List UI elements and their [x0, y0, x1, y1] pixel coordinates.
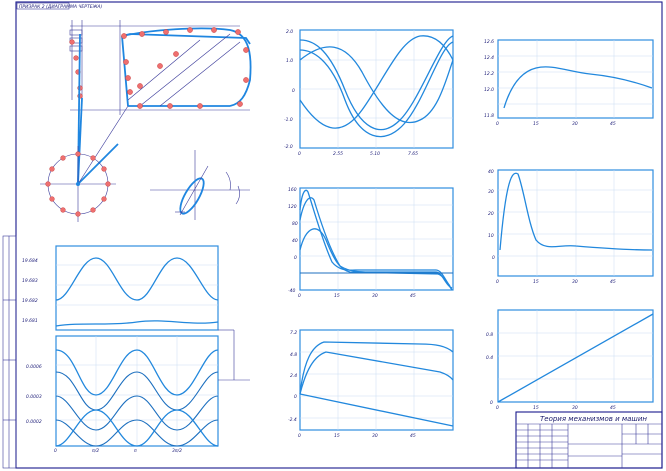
svg-text:0.0002: 0.0002	[26, 419, 42, 425]
svg-text:15: 15	[533, 405, 539, 411]
title-block: Теория механизмов и машин	[515, 411, 663, 469]
svg-text:19.684: 19.684	[22, 258, 38, 264]
chart-bottom-middle: 7.2 4.8 2.4 0 -2.4 0 15 30 45	[288, 329, 454, 439]
sheet-outer-frame	[15, 1, 663, 469]
svg-text:12.6: 12.6	[484, 39, 494, 45]
svg-text:-1.0: -1.0	[284, 117, 293, 123]
chart-top-right: 12.6 12.4 12.2 12.0 11.8 0 15 30 45	[484, 39, 654, 127]
svg-text:120: 120	[288, 204, 297, 210]
svg-text:12.4: 12.4	[484, 55, 494, 61]
svg-text:0.8: 0.8	[486, 332, 493, 338]
svg-text:11.8: 11.8	[484, 113, 494, 119]
svg-text:30: 30	[372, 433, 378, 439]
binding-strip	[2, 235, 17, 469]
svg-text:0: 0	[294, 255, 297, 261]
svg-text:45: 45	[610, 405, 616, 411]
svg-text:0: 0	[298, 151, 301, 157]
svg-text:4.8: 4.8	[290, 352, 297, 358]
svg-text:5.10: 5.10	[370, 151, 380, 157]
svg-text:0: 0	[490, 400, 493, 406]
svg-text:0: 0	[298, 293, 301, 299]
svg-text:30: 30	[572, 121, 578, 127]
svg-text:15: 15	[533, 121, 539, 127]
top-left-note-box	[16, 2, 70, 10]
svg-text:15: 15	[334, 433, 340, 439]
svg-text:80: 80	[292, 221, 298, 227]
svg-text:45: 45	[410, 433, 416, 439]
svg-text:30: 30	[572, 279, 578, 285]
svg-text:π/2: π/2	[92, 448, 99, 454]
svg-text:-2.4: -2.4	[288, 417, 297, 423]
svg-text:19.683: 19.683	[22, 278, 38, 284]
svg-text:-40: -40	[288, 288, 295, 294]
svg-text:0.0003: 0.0003	[26, 394, 42, 400]
svg-text:0: 0	[492, 255, 495, 261]
svg-text:45: 45	[610, 121, 616, 127]
svg-text:12.2: 12.2	[484, 71, 494, 77]
svg-text:7.65: 7.65	[408, 151, 418, 157]
svg-text:0.4: 0.4	[486, 355, 493, 361]
top-left-note: ПРИЗРАК 2 (ДИАГРАММА ЧЕРТЕЖА)	[19, 4, 103, 10]
svg-text:20: 20	[488, 211, 494, 217]
svg-text:12.0: 12.0	[484, 87, 494, 93]
chart-bottom-right: 0.8 0.4 0 0 15 30 45	[486, 309, 654, 411]
svg-text:10: 10	[488, 233, 494, 239]
svg-text:15: 15	[533, 279, 539, 285]
svg-text:2.4: 2.4	[290, 373, 297, 379]
svg-text:0: 0	[298, 433, 301, 439]
svg-text:2.0: 2.0	[286, 29, 293, 35]
svg-text:45: 45	[610, 279, 616, 285]
svg-text:2.55: 2.55	[333, 151, 343, 157]
svg-text:160: 160	[288, 187, 297, 193]
svg-text:1.0: 1.0	[286, 58, 293, 64]
svg-text:0: 0	[496, 279, 499, 285]
chart-middle-right: 40 30 20 10 0 0 15 30 45	[488, 169, 654, 285]
svg-text:3π/2: 3π/2	[172, 448, 182, 454]
svg-text:30: 30	[488, 189, 494, 195]
svg-text:0: 0	[294, 394, 297, 400]
svg-text:19.682: 19.682	[22, 298, 38, 304]
svg-text:0: 0	[496, 121, 499, 127]
mechanism-kinematic-scheme	[40, 20, 252, 222]
svg-text:7.2: 7.2	[290, 330, 297, 336]
svg-text:30: 30	[372, 293, 378, 299]
title-block-course: Теория механизмов и машин	[540, 415, 647, 423]
svg-text:0: 0	[292, 88, 295, 94]
svg-text:40: 40	[488, 169, 494, 175]
svg-text:π: π	[134, 449, 137, 454]
chart-top-middle: 2.0 1.0 0 -1.0 -2.0 0 2.55 5.10 7.65	[284, 29, 454, 157]
svg-text:0: 0	[54, 448, 57, 454]
svg-text:15: 15	[334, 293, 340, 299]
chart-middle-middle: 160 120 80 40 0 -40 0 15 30 45	[288, 187, 454, 299]
svg-text:19.681: 19.681	[22, 318, 38, 324]
svg-text:45: 45	[410, 293, 416, 299]
svg-text:0.0006: 0.0006	[26, 364, 42, 370]
svg-text:40: 40	[292, 238, 298, 244]
svg-text:30: 30	[572, 405, 578, 411]
svg-text:0: 0	[496, 405, 499, 411]
svg-text:-2.0: -2.0	[284, 144, 293, 150]
chart-bottom-left: 19.684 19.683 19.682 19.681 0.0006 0.000…	[22, 245, 250, 454]
